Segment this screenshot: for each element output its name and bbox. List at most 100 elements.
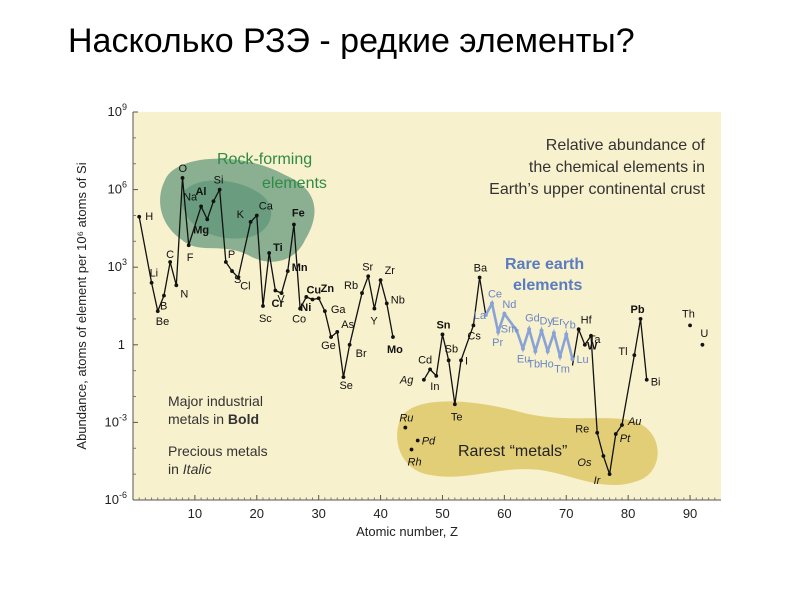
element-point-cs [471, 323, 476, 328]
element-label-sm: Sm [501, 324, 518, 336]
element-point-nb [384, 301, 389, 306]
element-point-p [223, 260, 228, 264]
element-point-gd [527, 327, 532, 332]
element-label-dy: Dy [540, 316, 554, 328]
element-label-w: W [587, 341, 598, 353]
element-point-tl [632, 353, 637, 358]
element-point-pd [415, 438, 420, 443]
element-label-tl: Tl [618, 346, 627, 358]
element-label-na: Na [183, 191, 198, 203]
element-label-pd: Pd [422, 436, 436, 448]
element-point-ge [329, 335, 333, 339]
element-point-sr [366, 274, 371, 279]
element-label-mo: Mo [387, 344, 403, 356]
y-axis-title: Abundance, atoms of element per 10⁶ atom… [74, 162, 89, 449]
element-label-au: Au [627, 416, 641, 428]
element-label-u: U [700, 328, 708, 340]
element-point-ga [322, 309, 327, 314]
element-label-ba: Ba [474, 263, 488, 275]
element-point-li [149, 280, 154, 285]
element-label-sb: Sb [445, 343, 458, 355]
element-label-mg: Mg [193, 224, 209, 236]
element-label-rh: Rh [408, 457, 422, 469]
element-label-gd: Gd [525, 312, 540, 324]
element-point-ho [545, 349, 550, 354]
element-label-fe: Fe [292, 208, 305, 220]
element-point-ce [489, 301, 494, 306]
element-point-as [335, 329, 340, 334]
element-point-ag [422, 377, 426, 382]
element-label-ta: Ta [589, 334, 602, 346]
element-point-ir [607, 472, 612, 477]
x-tick-label: 40 [373, 506, 387, 521]
element-label-te: Te [451, 411, 463, 423]
element-point-se [341, 375, 346, 380]
element-point-ni [304, 295, 309, 299]
element-label-ag: Ag [399, 375, 414, 387]
element-label-ni: Ni [300, 302, 311, 314]
element-label-er: Er [552, 316, 563, 328]
y-tick-label: 103 [108, 257, 127, 274]
rarest-metals-region [397, 401, 658, 486]
element-label-cd: Cd [418, 354, 432, 366]
element-point-i [459, 358, 463, 363]
element-label-ce: Ce [488, 288, 502, 300]
chart-title-line-3: Earth’s upper continental crust [489, 181, 705, 198]
element-label-pt: Pt [620, 433, 631, 445]
element-point-zr [378, 278, 383, 283]
element-point-mn [285, 269, 290, 273]
element-point-na [199, 204, 203, 209]
element-point-si [217, 187, 222, 192]
element-point-zn [316, 296, 321, 301]
rock-forming-label-line2: elements [262, 175, 327, 192]
element-point-be [155, 309, 160, 314]
element-label-zn: Zn [321, 283, 335, 295]
element-label-ti: Ti [273, 242, 283, 254]
element-label-be: Be [156, 316, 169, 328]
x-axis-title: Atomic number, Z [356, 524, 458, 539]
element-label-k: K [237, 209, 245, 221]
element-point-sn [440, 332, 445, 337]
element-point-v [273, 288, 278, 293]
note-line-2: metals in Bold [168, 411, 259, 427]
element-point-sc [261, 304, 265, 308]
element-point-b [162, 293, 166, 298]
element-point-in [434, 373, 439, 378]
y-tick-label: 10-3 [105, 412, 127, 429]
element-label-se: Se [339, 380, 352, 392]
rarest-metals-label: Rarest “metals” [458, 443, 567, 460]
element-point-rh [409, 447, 414, 452]
element-point-re [595, 430, 600, 435]
element-label-f: F [187, 252, 194, 264]
element-label-co: Co [292, 314, 306, 326]
element-point-pr [496, 329, 501, 334]
element-label-nb: Nb [391, 294, 405, 306]
element-point-fe [292, 222, 296, 227]
element-point-ba [477, 275, 482, 280]
element-label-cu: Cu [306, 285, 321, 297]
element-point-mg [205, 217, 210, 222]
x-tick-label: 70 [559, 506, 573, 521]
element-label-yb: Yb [562, 319, 575, 331]
element-label-cs: Cs [467, 330, 481, 342]
element-point-ti [267, 251, 272, 255]
element-point-pt [613, 432, 618, 436]
element-label-cr: Cr [272, 298, 285, 310]
main-series-line [571, 318, 648, 475]
element-label-hf: Hf [581, 314, 593, 326]
element-point-k [248, 220, 253, 224]
element-label-ga: Ga [331, 304, 347, 316]
element-label-re: Re [575, 424, 589, 436]
element-label-th: Th [682, 308, 695, 320]
element-label-y: Y [370, 316, 378, 328]
x-tick-label: 30 [311, 506, 325, 521]
y-tick-label: 10-6 [105, 490, 127, 507]
element-label-li: Li [150, 268, 159, 280]
element-point-pb [638, 317, 643, 321]
element-label-ge: Ge [321, 340, 336, 352]
element-label-ho: Ho [540, 358, 554, 370]
element-point-au [620, 423, 624, 427]
element-label-sn: Sn [436, 319, 450, 331]
element-point-sb [446, 358, 451, 363]
rock-forming-label-line1: Rock-forming [217, 151, 312, 168]
